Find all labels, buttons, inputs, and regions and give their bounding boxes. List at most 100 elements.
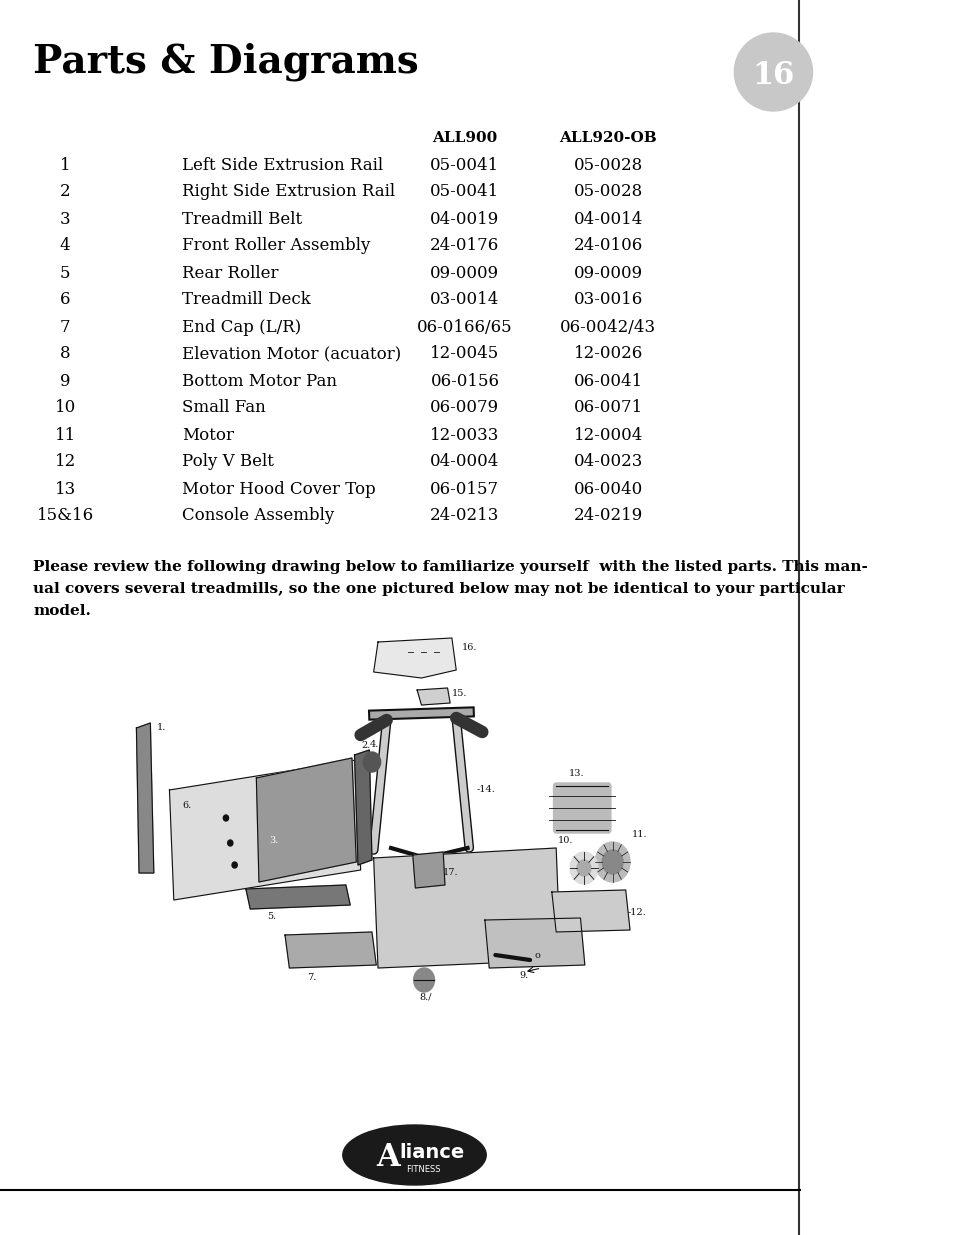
Text: 15&16: 15&16: [36, 508, 93, 525]
Text: 10.: 10.: [558, 836, 573, 845]
Text: Right Side Extrusion Rail: Right Side Extrusion Rail: [182, 184, 395, 200]
Text: Motor Hood Cover Top: Motor Hood Cover Top: [182, 480, 375, 498]
Ellipse shape: [342, 1125, 486, 1186]
Text: 5.: 5.: [268, 911, 276, 921]
Text: ALL920-OB: ALL920-OB: [558, 131, 657, 144]
Text: Front Roller Assembly: Front Roller Assembly: [182, 237, 371, 254]
Text: Rear Roller: Rear Roller: [182, 264, 278, 282]
Text: 12-0045: 12-0045: [430, 346, 499, 363]
Text: 3: 3: [60, 210, 71, 227]
Polygon shape: [246, 885, 350, 909]
Text: liance: liance: [399, 1142, 464, 1161]
Text: 24-0176: 24-0176: [430, 237, 499, 254]
Text: ALL900: ALL900: [432, 131, 497, 144]
Text: 8: 8: [60, 346, 71, 363]
Text: 8./: 8./: [419, 993, 432, 1002]
Text: 04-0014: 04-0014: [573, 210, 642, 227]
Polygon shape: [136, 722, 153, 873]
Polygon shape: [355, 750, 372, 864]
Text: Elevation Motor (acuator): Elevation Motor (acuator): [182, 346, 401, 363]
Circle shape: [595, 842, 629, 882]
Text: 9.: 9.: [519, 971, 528, 981]
Text: 2: 2: [60, 184, 71, 200]
Text: 12-0026: 12-0026: [573, 346, 642, 363]
Text: 16: 16: [752, 61, 794, 91]
Circle shape: [363, 752, 380, 772]
Text: 05-0041: 05-0041: [430, 184, 499, 200]
Polygon shape: [484, 918, 584, 968]
Text: A: A: [376, 1141, 400, 1172]
Circle shape: [228, 840, 233, 846]
Text: 09-0009: 09-0009: [430, 264, 499, 282]
Text: End Cap (L/R): End Cap (L/R): [182, 319, 301, 336]
Text: Poly V Belt: Poly V Belt: [182, 453, 274, 471]
Circle shape: [601, 850, 622, 874]
Circle shape: [223, 815, 229, 821]
Text: model.: model.: [33, 604, 91, 618]
Text: 04-0019: 04-0019: [430, 210, 499, 227]
Text: 9: 9: [60, 373, 71, 389]
Text: 05-0028: 05-0028: [573, 157, 642, 173]
Polygon shape: [256, 758, 355, 882]
Polygon shape: [374, 848, 560, 968]
Polygon shape: [374, 638, 456, 678]
Text: 24-0219: 24-0219: [573, 508, 642, 525]
Polygon shape: [285, 932, 375, 968]
Text: 7.: 7.: [307, 973, 315, 982]
Text: -12.: -12.: [627, 908, 645, 918]
Text: 06-0157: 06-0157: [430, 480, 499, 498]
Text: Small Fan: Small Fan: [182, 399, 266, 416]
Text: 06-0041: 06-0041: [573, 373, 642, 389]
Text: Motor: Motor: [182, 426, 234, 443]
Text: Parts & Diagrams: Parts & Diagrams: [33, 43, 418, 82]
Text: 15.: 15.: [452, 688, 467, 698]
Text: 3.: 3.: [269, 836, 278, 845]
Text: 09-0009: 09-0009: [573, 264, 642, 282]
Polygon shape: [551, 890, 629, 932]
Circle shape: [232, 862, 237, 868]
Polygon shape: [416, 688, 450, 705]
Text: 12-0004: 12-0004: [573, 426, 642, 443]
Text: 06-0040: 06-0040: [573, 480, 642, 498]
Text: 10: 10: [54, 399, 75, 416]
Text: FITNESS: FITNESS: [406, 1165, 440, 1173]
Text: 04-0004: 04-0004: [430, 453, 499, 471]
Text: 2.: 2.: [361, 741, 371, 750]
Circle shape: [577, 860, 590, 876]
Text: 1.: 1.: [156, 722, 166, 732]
Text: 06-0071: 06-0071: [573, 399, 642, 416]
Text: 24-0106: 24-0106: [573, 237, 642, 254]
Text: o: o: [534, 951, 539, 960]
Text: 04-0023: 04-0023: [573, 453, 642, 471]
Text: 6: 6: [60, 291, 71, 309]
Text: Left Side Extrusion Rail: Left Side Extrusion Rail: [182, 157, 383, 173]
Text: 17.: 17.: [443, 868, 458, 877]
Circle shape: [570, 852, 598, 884]
Text: 5: 5: [60, 264, 71, 282]
Ellipse shape: [734, 33, 812, 111]
Text: 11: 11: [54, 426, 75, 443]
Text: Please review the following drawing below to familiarize yourself  with the list: Please review the following drawing belo…: [33, 559, 867, 574]
Text: Console Assembly: Console Assembly: [182, 508, 335, 525]
Text: 03-0014: 03-0014: [430, 291, 499, 309]
Text: 05-0041: 05-0041: [430, 157, 499, 173]
Circle shape: [414, 968, 434, 992]
Polygon shape: [170, 760, 360, 900]
Text: 13.: 13.: [569, 769, 584, 778]
Text: Treadmill Deck: Treadmill Deck: [182, 291, 311, 309]
Text: 05-0028: 05-0028: [573, 184, 642, 200]
Text: ual covers several treadmills, so the one pictured below may not be identical to: ual covers several treadmills, so the on…: [33, 582, 843, 597]
Text: Treadmill Belt: Treadmill Belt: [182, 210, 302, 227]
Text: 06-0156: 06-0156: [430, 373, 498, 389]
Text: -14.: -14.: [476, 785, 495, 794]
Text: 06-0079: 06-0079: [430, 399, 499, 416]
Text: 12: 12: [54, 453, 75, 471]
FancyBboxPatch shape: [553, 783, 610, 832]
Text: 4: 4: [60, 237, 71, 254]
Text: 1: 1: [60, 157, 71, 173]
Text: 4.: 4.: [370, 740, 379, 748]
Text: 13: 13: [54, 480, 75, 498]
Text: 16.: 16.: [462, 643, 477, 652]
Text: 12-0033: 12-0033: [430, 426, 499, 443]
Text: 03-0016: 03-0016: [573, 291, 642, 309]
